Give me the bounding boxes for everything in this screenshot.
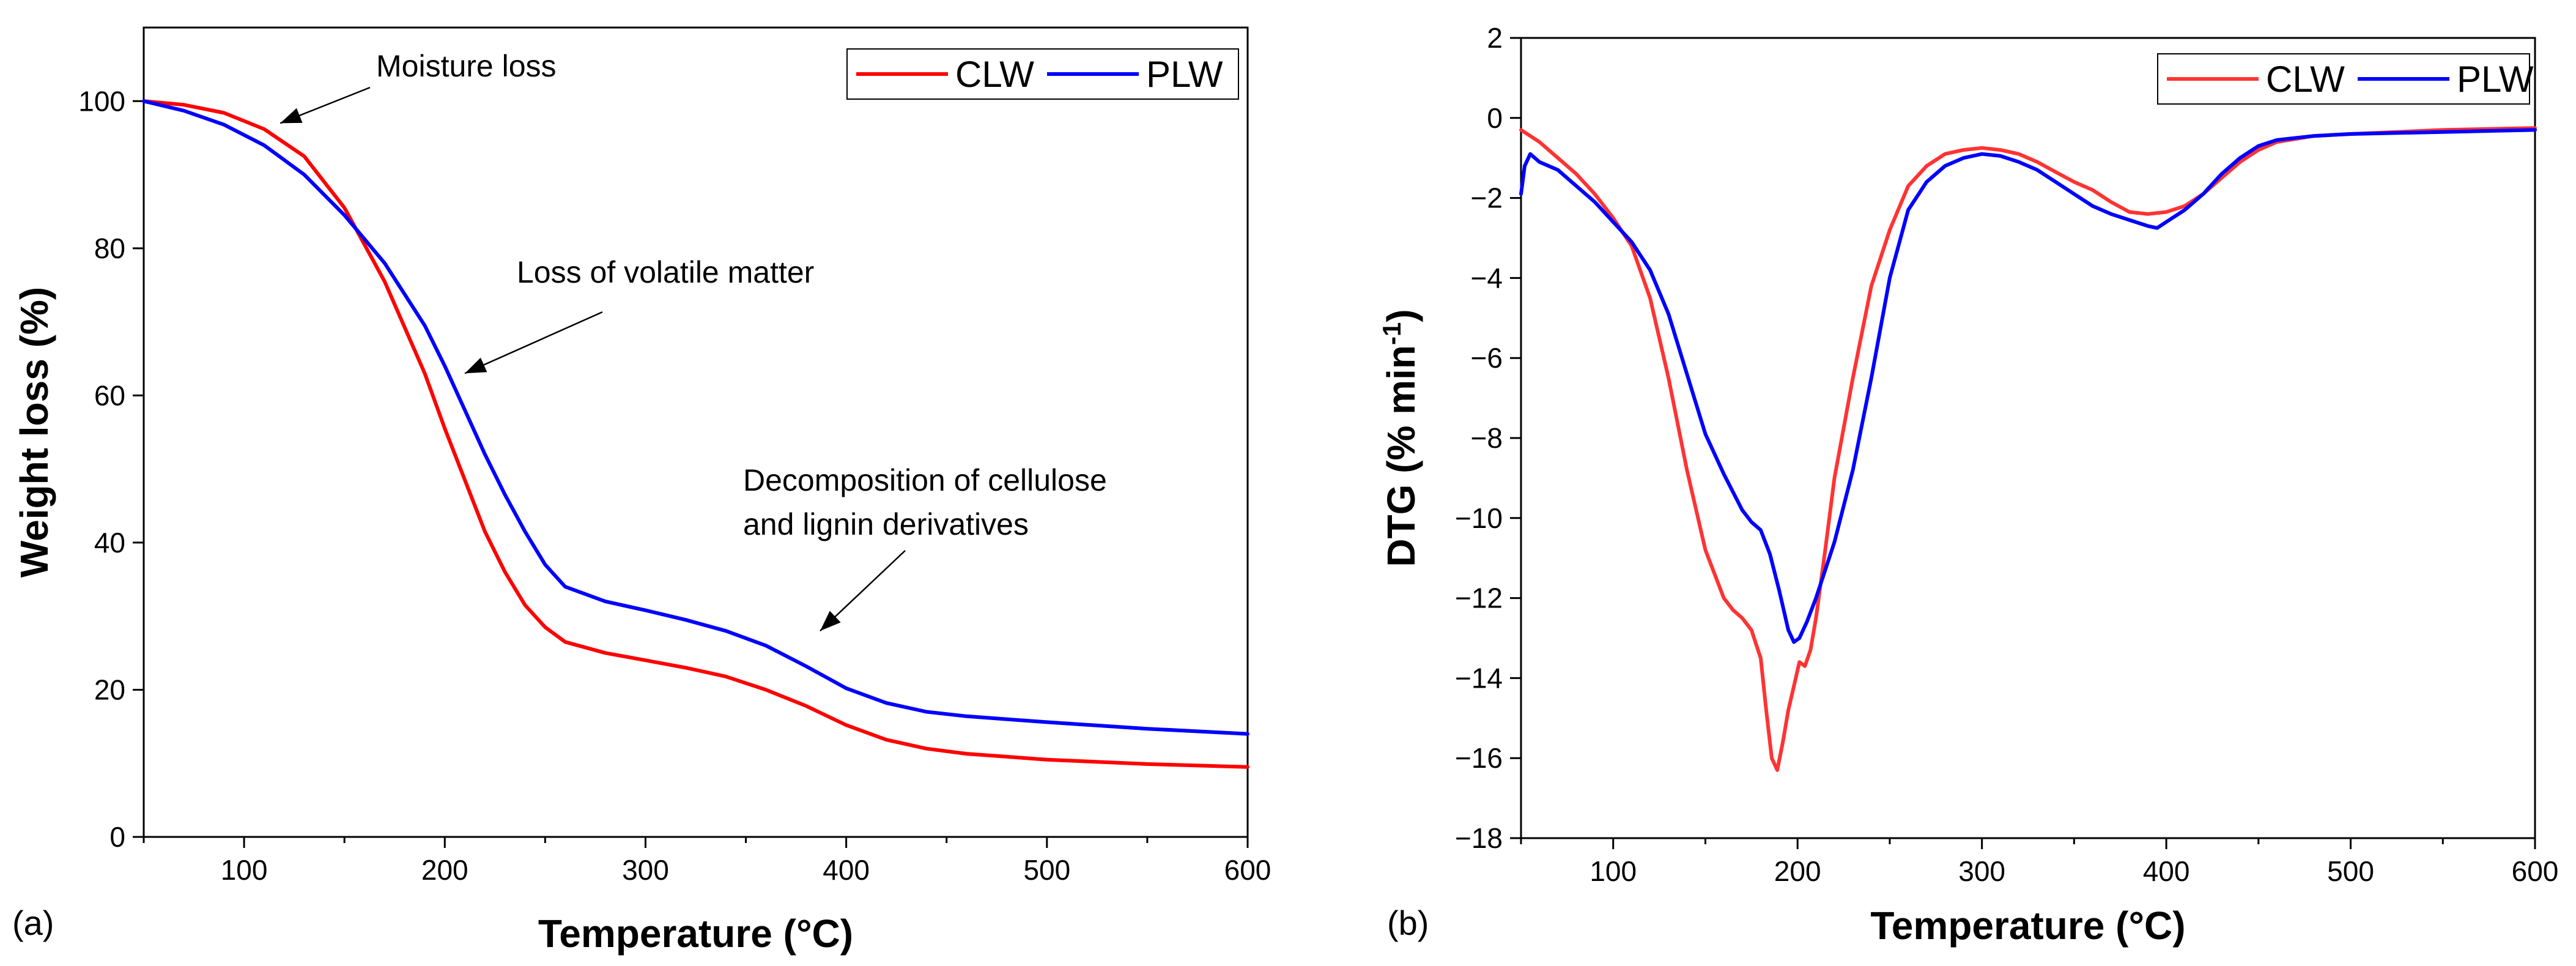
x-tick-label: 300 (1958, 855, 2005, 887)
x-tick-label: 500 (2327, 855, 2374, 887)
annotation-arrow-head (465, 357, 487, 374)
y-tick-label: −14 (1455, 662, 1503, 694)
x-tick-label: 100 (1590, 855, 1637, 887)
annotation-text: Decomposition of cellulose (743, 463, 1107, 497)
series-line-plw (1519, 128, 2537, 644)
x-tick-label: 600 (1224, 854, 1271, 886)
y-tick-label: −18 (1455, 822, 1503, 854)
annotation-text: and lignin derivatives (743, 507, 1029, 541)
legend-label-clw: CLW (2266, 59, 2345, 100)
y-tick-label: 60 (94, 379, 125, 411)
panel-label: (b) (1387, 904, 1429, 942)
y-tick-label: 0 (1487, 102, 1503, 134)
y-tick-label: −16 (1455, 742, 1503, 774)
annotation: Moisture loss (279, 49, 557, 124)
legend: CLW PLW (2157, 53, 2534, 105)
y-tick-label: −6 (1471, 342, 1503, 374)
x-axis-title: Temperature (°C) (538, 912, 853, 956)
panel-label: (a) (12, 904, 54, 942)
x-tick-label: 500 (1023, 854, 1070, 886)
y-tick-label: −10 (1455, 502, 1503, 534)
y-tick-label: 2 (1487, 22, 1503, 54)
annotation: Loss of volatile matter (464, 255, 814, 374)
x-axis-title: Temperature (°C) (1870, 904, 2185, 948)
x-tick-label: 600 (2512, 855, 2559, 887)
annotation-arrow-line (464, 311, 603, 374)
y-axis-title: Weight loss (%) (12, 287, 56, 578)
y-tick-label: 0 (109, 821, 125, 853)
series-line-plw (142, 99, 1249, 736)
legend-label-clw: CLW (955, 54, 1034, 95)
x-tick-label: 200 (1774, 855, 1821, 887)
x-tick-label: 400 (823, 854, 870, 886)
legend-label-plw: PLW (1146, 54, 1223, 95)
y-tick-label: −8 (1471, 422, 1503, 454)
legend: CLW PLW (846, 48, 1239, 100)
y-tick-label: 80 (94, 232, 125, 264)
chart-panel-b: (b) 100 200 300 400 500 600 −18 −16 −14 −12 −10 −8 −… (1377, 22, 2559, 948)
legend-box (846, 48, 1239, 100)
y-tick-label: 20 (94, 674, 125, 705)
y-axis-title: DTG (% min-1) (1377, 309, 1424, 567)
x-tick-label: 400 (2143, 855, 2190, 887)
plot-frame (142, 26, 1249, 838)
y-tick-label: 40 (94, 527, 125, 559)
y-tick-label: −4 (1471, 262, 1503, 294)
annotation-text: Loss of volatile matter (517, 255, 814, 289)
y-tick-label: −12 (1455, 582, 1503, 614)
y-tick-label: 100 (78, 85, 125, 117)
legend-label-plw: PLW (2457, 59, 2534, 100)
series-line-clw (142, 99, 1249, 769)
chart-panel-a: (a) 100 200 300 400 500 600 0 20 40 60 80 100 Temper… (12, 26, 1271, 956)
x-tick-label: 200 (421, 854, 468, 886)
annotation: Decomposition of cellulose and lignin der… (743, 463, 1107, 632)
annotation-text: Moisture loss (376, 49, 557, 83)
y-tick-label: −2 (1471, 182, 1503, 214)
series-line-clw (1519, 126, 2537, 772)
annotation-arrow-head (820, 611, 841, 631)
annotation-arrow-head (280, 108, 303, 124)
x-tick-label: 300 (622, 854, 669, 886)
x-tick-label: 100 (221, 854, 268, 886)
